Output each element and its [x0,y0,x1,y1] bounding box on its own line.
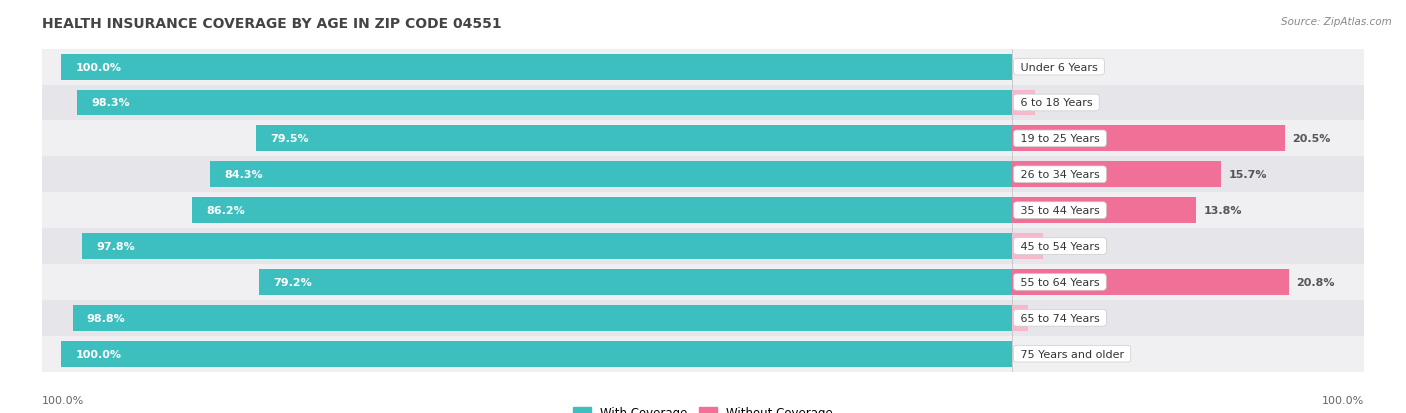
Text: 1.7%: 1.7% [1042,98,1073,108]
Bar [1012,198,1195,223]
Text: 84.3%: 84.3% [225,170,263,180]
Text: 79.2%: 79.2% [273,277,312,287]
Text: HEALTH INSURANCE COVERAGE BY AGE IN ZIP CODE 04551: HEALTH INSURANCE COVERAGE BY AGE IN ZIP … [42,17,502,31]
Bar [42,157,1364,193]
Text: 65 to 74 Years: 65 to 74 Years [1017,313,1104,323]
Bar [256,126,1012,152]
Text: 100.0%: 100.0% [76,62,121,72]
Text: 20.8%: 20.8% [1296,277,1336,287]
Text: 2.3%: 2.3% [1050,242,1081,252]
Text: 86.2%: 86.2% [207,206,246,216]
Text: 97.8%: 97.8% [97,242,135,252]
Text: 0.0%: 0.0% [1019,62,1050,72]
Text: 75 Years and older: 75 Years and older [1017,349,1128,359]
Bar [1012,305,1028,331]
Bar [77,90,1012,116]
Text: 98.3%: 98.3% [91,98,131,108]
Bar [42,85,1364,121]
Text: 15.7%: 15.7% [1229,170,1267,180]
Bar [42,121,1364,157]
Text: 100.0%: 100.0% [76,349,121,359]
Text: 6 to 18 Years: 6 to 18 Years [1017,98,1095,108]
Text: Source: ZipAtlas.com: Source: ZipAtlas.com [1281,17,1392,26]
Text: 100.0%: 100.0% [1322,395,1364,405]
Bar [1012,162,1220,188]
Bar [1012,233,1043,259]
Bar [1012,126,1285,152]
Text: Under 6 Years: Under 6 Years [1017,62,1101,72]
Text: 55 to 64 Years: 55 to 64 Years [1017,277,1102,287]
Text: 98.8%: 98.8% [87,313,125,323]
Bar [42,193,1364,228]
Bar [1012,269,1289,295]
Legend: With Coverage, Without Coverage: With Coverage, Without Coverage [568,401,838,413]
Text: 20.5%: 20.5% [1292,134,1331,144]
Text: 100.0%: 100.0% [42,395,84,405]
Bar [193,198,1012,223]
Bar [42,228,1364,264]
Text: 35 to 44 Years: 35 to 44 Years [1017,206,1104,216]
Text: 1.2%: 1.2% [1036,313,1067,323]
Bar [211,162,1012,188]
Text: 79.5%: 79.5% [270,134,309,144]
Bar [82,233,1012,259]
Bar [62,55,1012,81]
Bar [42,264,1364,300]
Text: 26 to 34 Years: 26 to 34 Years [1017,170,1104,180]
Text: 0.0%: 0.0% [1019,349,1050,359]
Bar [259,269,1012,295]
Bar [42,300,1364,336]
Bar [42,336,1364,372]
Bar [62,341,1012,367]
Text: 19 to 25 Years: 19 to 25 Years [1017,134,1104,144]
Bar [73,305,1012,331]
Text: 45 to 54 Years: 45 to 54 Years [1017,242,1104,252]
Bar [1012,90,1035,116]
Text: 13.8%: 13.8% [1204,206,1241,216]
Bar [42,50,1364,85]
